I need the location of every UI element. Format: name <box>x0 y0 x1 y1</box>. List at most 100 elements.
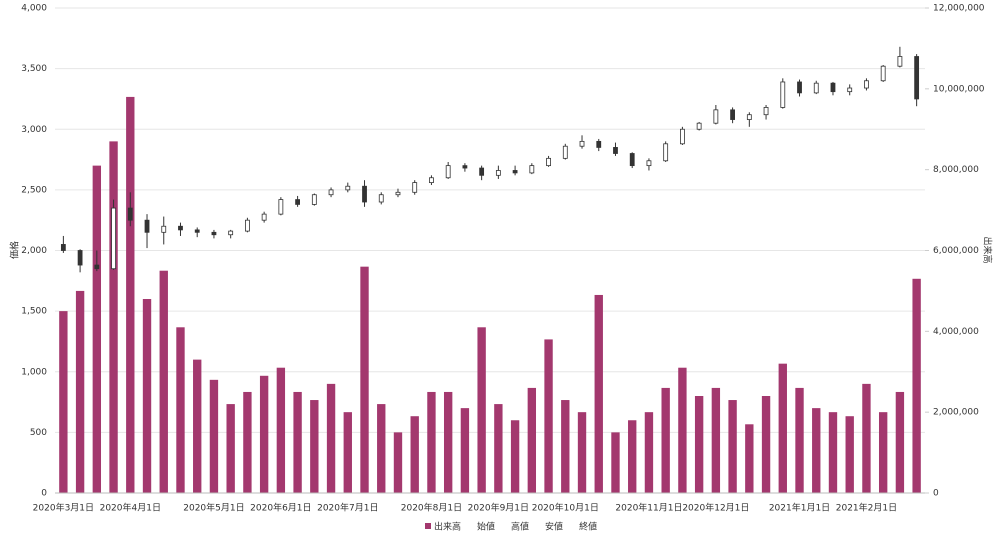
volume-bar <box>176 327 185 493</box>
candle-body <box>395 191 401 196</box>
legend-label: 安値 <box>545 521 563 533</box>
candle-body <box>429 177 434 183</box>
volume-bar <box>611 432 620 493</box>
volume-bar <box>510 420 520 493</box>
candle-body <box>60 244 66 251</box>
x-tick-label: 2020年5月1日 <box>183 502 244 514</box>
legend: 出来高 始値 高値 安値 終値 <box>425 521 597 533</box>
volume-bar <box>845 416 854 493</box>
volume-bar <box>912 278 921 493</box>
legend-label: 終値 <box>579 521 597 533</box>
candle-body <box>328 189 334 196</box>
y-tick-label: 0 <box>41 489 47 499</box>
candle-body <box>111 207 116 270</box>
candle-body <box>495 170 501 176</box>
volume-bar <box>895 391 905 493</box>
candle-body <box>278 199 284 215</box>
volume-bar <box>828 412 838 493</box>
x-tick-label: 2020年6月1日 <box>250 502 311 514</box>
y-tick-label: 500 <box>30 428 47 438</box>
y2-tick-label: 8,000,000 <box>933 165 979 175</box>
volume-bar <box>410 416 419 493</box>
candle-body <box>562 145 568 159</box>
y-tick-label: 2,500 <box>21 185 47 195</box>
x-tick-label: 2020年4月1日 <box>100 502 161 514</box>
candle-body <box>311 194 317 205</box>
volume-bar <box>427 391 436 493</box>
y2-tick-label: 10,000,000 <box>933 84 985 94</box>
volume-bar <box>293 391 302 493</box>
candle-body <box>780 81 786 108</box>
candle-body <box>529 165 535 174</box>
volume-bar <box>577 412 587 493</box>
candle-body <box>713 109 719 124</box>
candle-body <box>261 213 267 221</box>
candle-body <box>897 56 903 67</box>
x-tick-label: 2020年10月1日 <box>532 502 599 514</box>
volume-bar <box>393 432 403 493</box>
y2-tick-label: 4,000,000 <box>933 327 979 337</box>
candle-body <box>546 157 551 167</box>
candle-body <box>228 230 234 236</box>
legend-label: 始値 <box>477 521 495 533</box>
volume-bar <box>594 294 603 493</box>
y-tick-label: 2,000 <box>21 246 47 256</box>
candle-body <box>797 81 802 94</box>
volume-bar <box>310 400 319 493</box>
candle-body <box>864 80 869 89</box>
x-tick-label: 2020年12月1日 <box>682 502 749 514</box>
candle-body <box>746 114 752 120</box>
x-tick-label: 2020年9月1日 <box>468 502 529 514</box>
volume-bar <box>360 266 369 493</box>
candle-body <box>613 147 618 154</box>
legend-label: 出来高 <box>434 521 461 533</box>
volume-bar <box>460 408 470 493</box>
volume-bar <box>326 383 336 493</box>
candle-body <box>127 207 133 221</box>
volume-bar <box>644 412 654 493</box>
x-tick-label: 2020年11月1日 <box>615 502 682 514</box>
candle-body <box>663 143 669 162</box>
candle-body <box>295 199 300 205</box>
volume-bar <box>159 270 168 493</box>
volume-bar <box>494 404 503 493</box>
candle-body <box>77 250 83 266</box>
volume-bar <box>561 400 570 493</box>
volume-bar <box>142 299 152 493</box>
volume-bar <box>276 367 286 493</box>
volume-bar <box>377 404 386 493</box>
volume-bar <box>795 387 804 493</box>
volume-bar <box>527 387 537 493</box>
candle-body <box>479 167 485 176</box>
volume-bar <box>694 396 704 493</box>
candle-body <box>629 153 635 167</box>
candle-body <box>144 219 150 233</box>
volume-bar <box>209 379 219 493</box>
volume-bar <box>862 383 871 493</box>
candle-body <box>378 194 384 203</box>
volume-bar <box>778 363 787 493</box>
y2-tick-label: 2,000,000 <box>933 408 979 418</box>
candle-body <box>362 185 367 203</box>
candle-body <box>579 140 585 147</box>
volume-bar <box>878 412 888 493</box>
candle-body <box>696 122 702 130</box>
volume-bar <box>544 339 553 493</box>
volume-bar <box>75 290 85 493</box>
candle-body <box>596 140 602 148</box>
y2-tick-label: 6,000,000 <box>933 246 979 256</box>
candle-body <box>813 82 819 94</box>
volume-bar <box>126 96 135 494</box>
candle-body <box>211 231 217 236</box>
y2-axis-title: 出来高 <box>982 236 994 263</box>
candle-body <box>94 264 100 270</box>
volume-bar <box>59 311 68 493</box>
volume-bar <box>661 387 670 493</box>
x-tick-label: 2020年3月1日 <box>33 502 94 514</box>
candle-body <box>512 170 518 174</box>
candle-body <box>194 229 200 233</box>
candle-body <box>462 165 468 169</box>
candle-body <box>763 107 769 116</box>
volume-bar <box>745 424 754 493</box>
